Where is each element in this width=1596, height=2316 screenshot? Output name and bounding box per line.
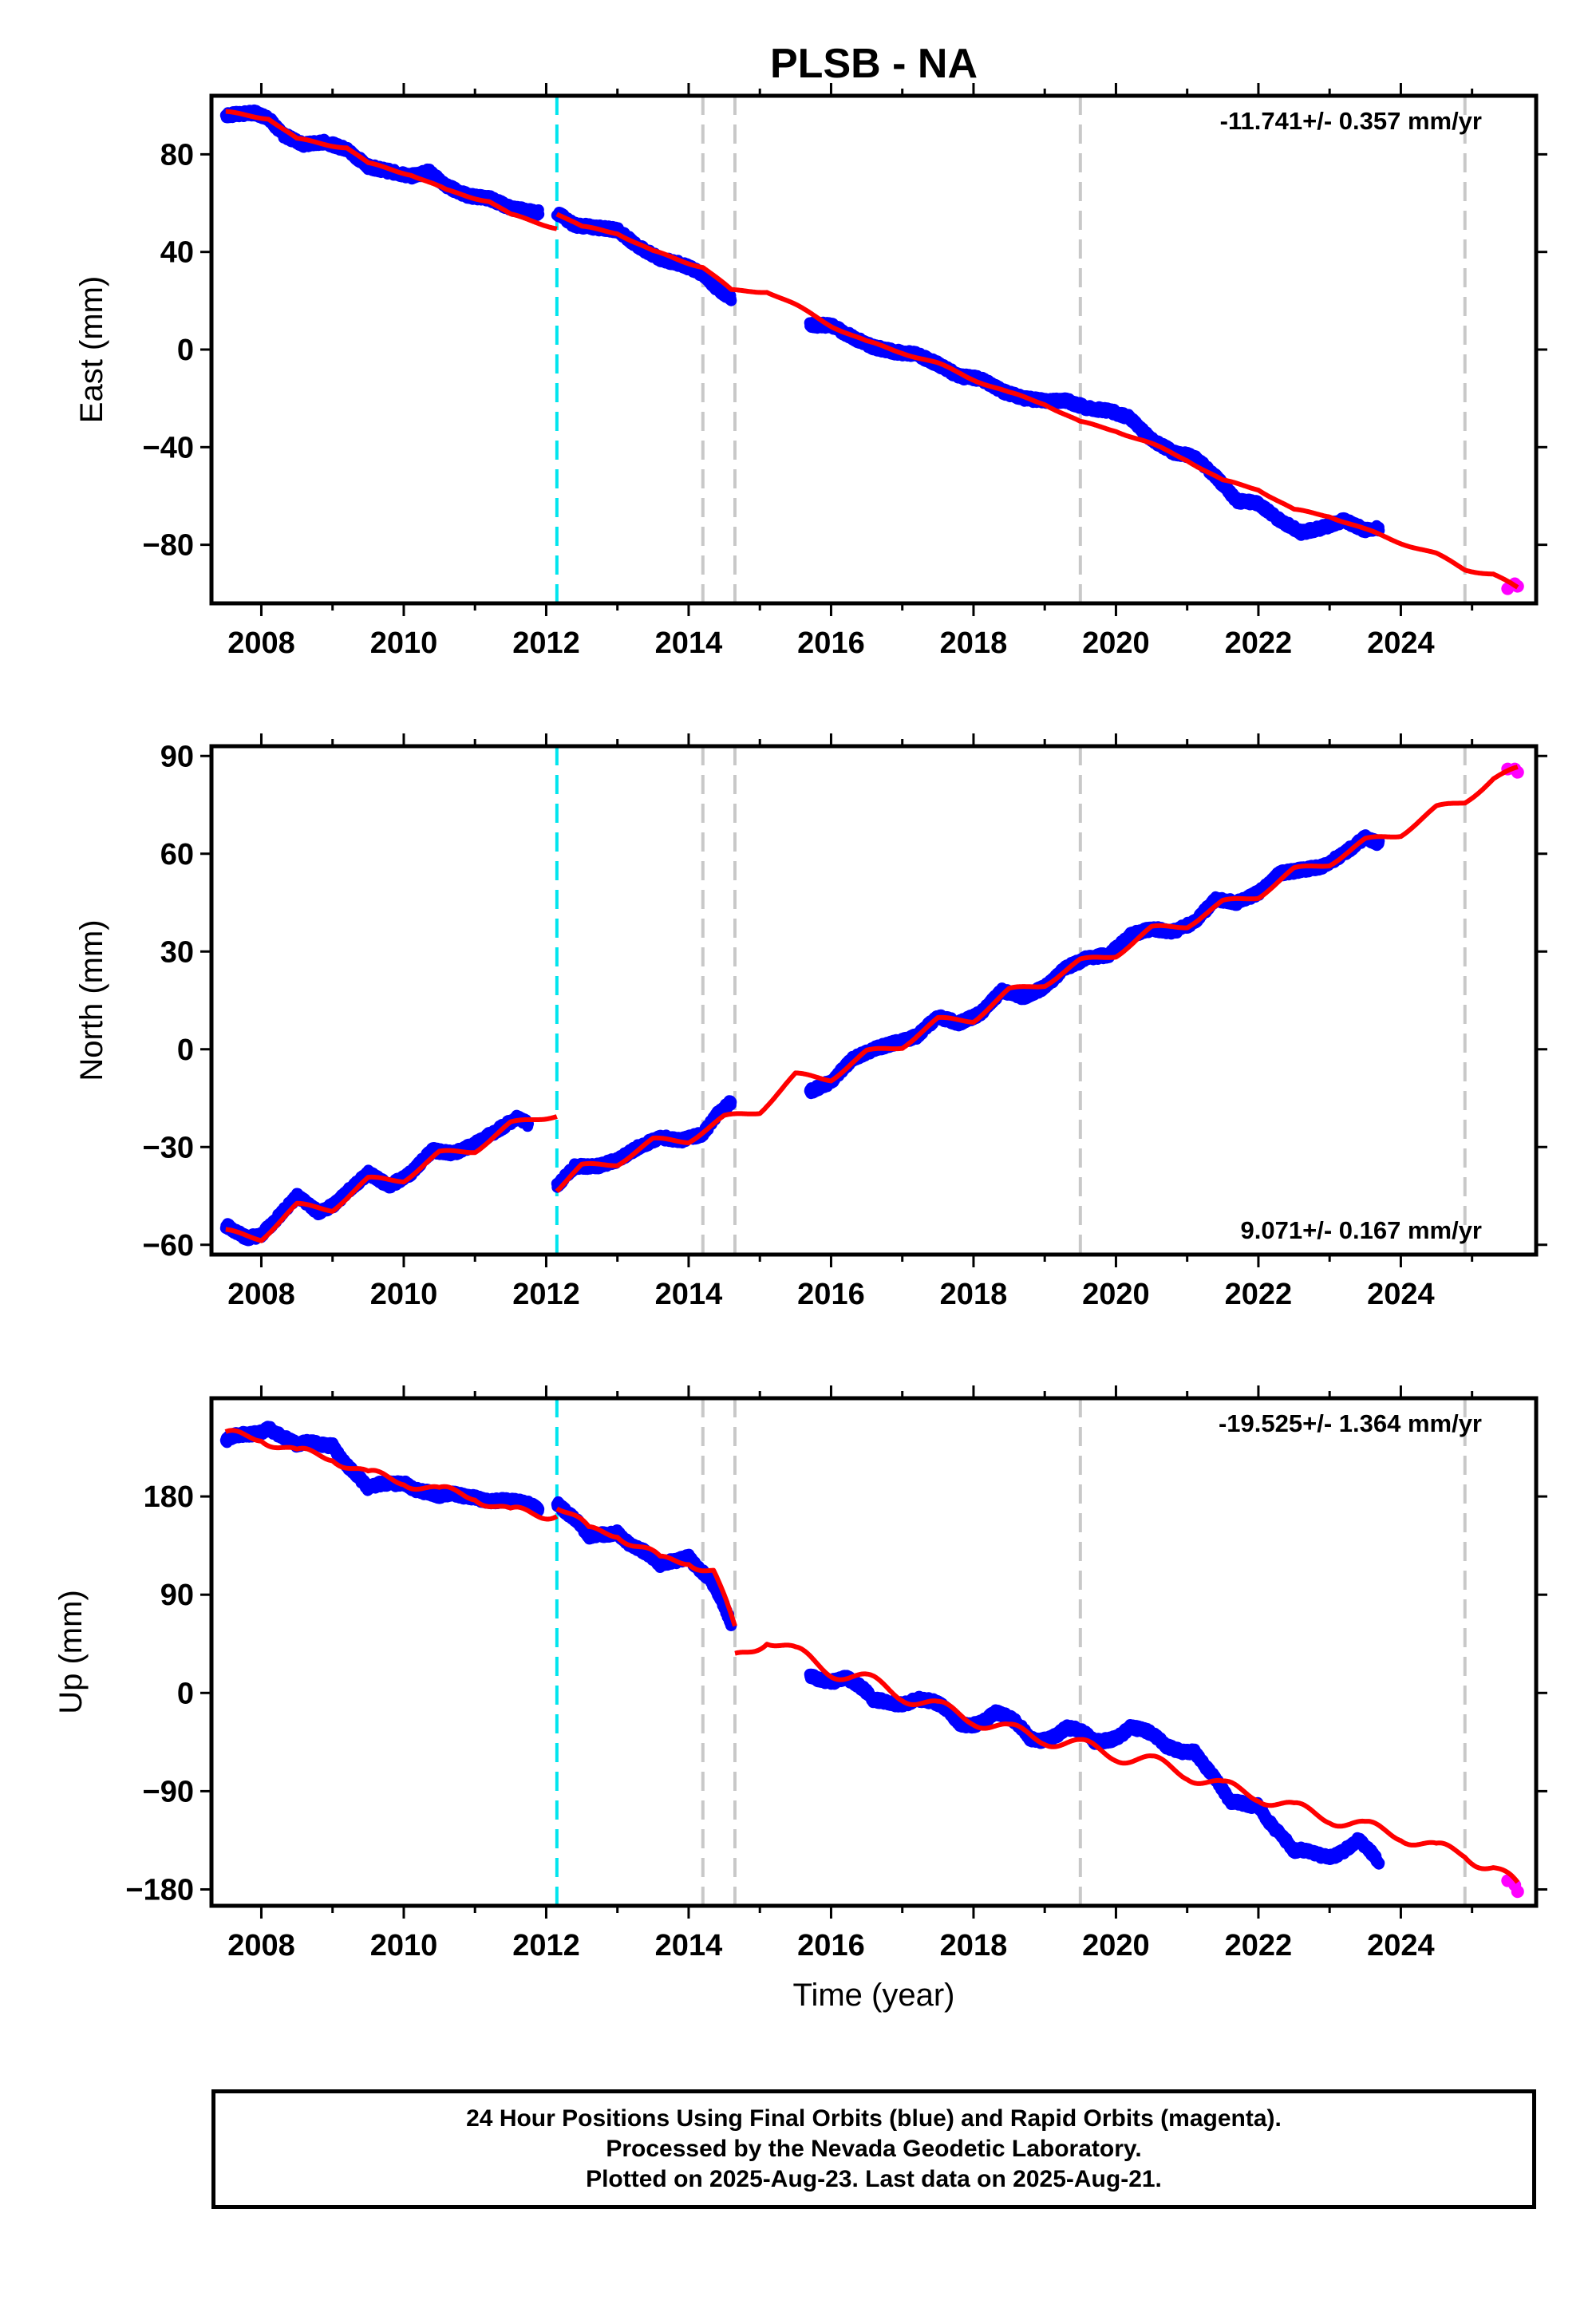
data-point [533,208,545,220]
y-tick-label: −80 [143,529,194,563]
model-line [223,109,559,231]
y-tick-label: 0 [177,334,194,367]
x-tick-label: 2016 [797,626,865,660]
x-tick-label: 2024 [1367,626,1435,660]
x-tick-label: 2010 [370,626,438,660]
plot-area [219,96,1524,603]
y-tick-label: −40 [143,431,194,464]
x-tick-label: 2008 [227,626,295,660]
x-tick-label: 2020 [1082,626,1150,660]
x-tick-label: 2018 [940,626,1008,660]
data-point [725,294,737,306]
y-axis-label: East (mm) [74,276,109,423]
velocity-rate-label: -11.741+/- 0.357 mm/yr [1220,107,1482,135]
model-line [555,211,1519,590]
x-tick-label: 2022 [1225,626,1293,660]
data-point [725,1096,737,1108]
x-tick-label: 2014 [655,626,723,660]
plot-area [219,746,1524,1255]
final-orbit-points [219,829,1385,1247]
x-tick-label: 2012 [512,626,580,660]
panel-east: −80 −40 0 40 80 2008 2010 2012 2014 2016 2018 2020 2… [74,83,1547,660]
y-tick-label: 80 [160,138,194,172]
y-tick-label: 40 [160,236,194,270]
chart-title: PLSB - NA [770,41,978,87]
